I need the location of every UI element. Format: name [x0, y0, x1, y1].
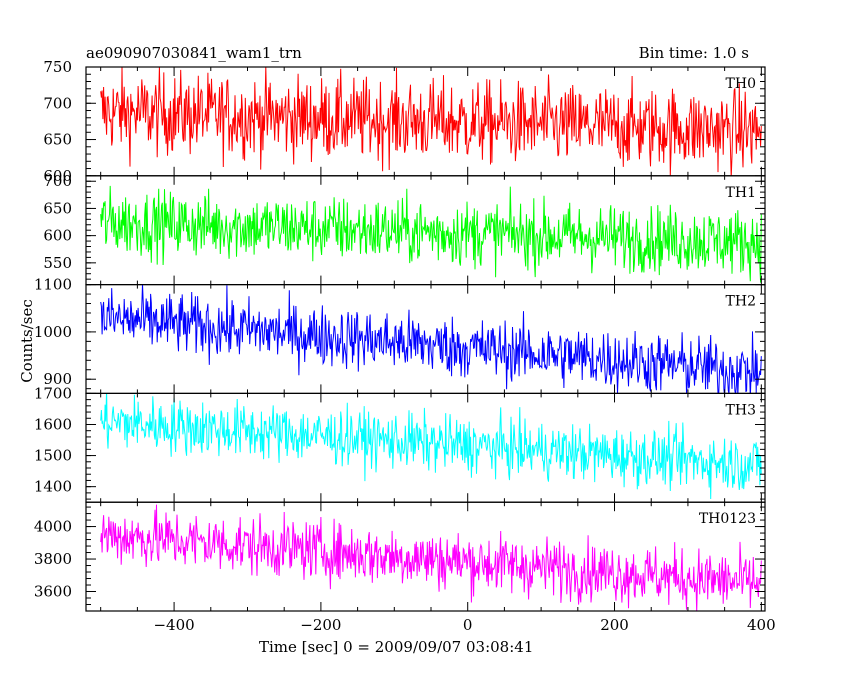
- series-line-th0: [100, 67, 762, 176]
- series-line-th3: [100, 393, 762, 500]
- series-line-th0123: [100, 504, 762, 612]
- y-tick-label: 550: [43, 254, 72, 272]
- y-tick-label: 900: [43, 370, 72, 388]
- y-tick-label: 1000: [34, 323, 72, 341]
- y-axis-label: Counts/sec: [18, 299, 36, 383]
- y-tick-label: 750: [43, 58, 72, 76]
- panel-label-th0123: TH0123: [699, 511, 756, 527]
- y-tick-label: 1100: [34, 276, 72, 294]
- y-tick-label: 4000: [34, 518, 72, 536]
- y-tick-label: 650: [43, 199, 72, 217]
- y-tick-label: 700: [43, 172, 72, 190]
- y-tick-label: 1400: [34, 478, 72, 496]
- panel-label-th0: TH0: [726, 76, 756, 92]
- series-line-th2: [100, 284, 762, 394]
- y-tick-label: 3800: [34, 550, 72, 568]
- chart-title: ae090907030841_wam1_trn: [86, 44, 302, 62]
- y-tick-label: 600: [43, 227, 72, 245]
- y-tick-label: 3600: [34, 583, 72, 601]
- panel-label-th2: TH2: [726, 294, 756, 310]
- series-line-th1: [100, 185, 762, 283]
- y-tick-label: 650: [43, 131, 72, 149]
- panel-label-th3: TH3: [726, 402, 756, 418]
- y-tick-label: 1500: [34, 447, 72, 465]
- x-tick-label: 400: [747, 616, 776, 634]
- panel-frame-th0123: [85, 501, 766, 612]
- bin-time-label: Bin time: 1.0 s: [638, 44, 749, 62]
- x-tick-label: 0: [463, 616, 473, 634]
- x-tick-label: −200: [300, 616, 341, 634]
- panel-label-th1: TH1: [726, 185, 756, 201]
- x-tick-label: −400: [153, 616, 194, 634]
- y-tick-label: 700: [43, 94, 72, 112]
- y-tick-label: 1700: [34, 384, 72, 402]
- y-tick-label: 1600: [34, 415, 72, 433]
- x-axis-label: Time [sec] 0 = 2009/09/07 03:08:41: [259, 638, 534, 656]
- x-tick-label: 200: [600, 616, 629, 634]
- y-tick-label: 600: [43, 167, 72, 185]
